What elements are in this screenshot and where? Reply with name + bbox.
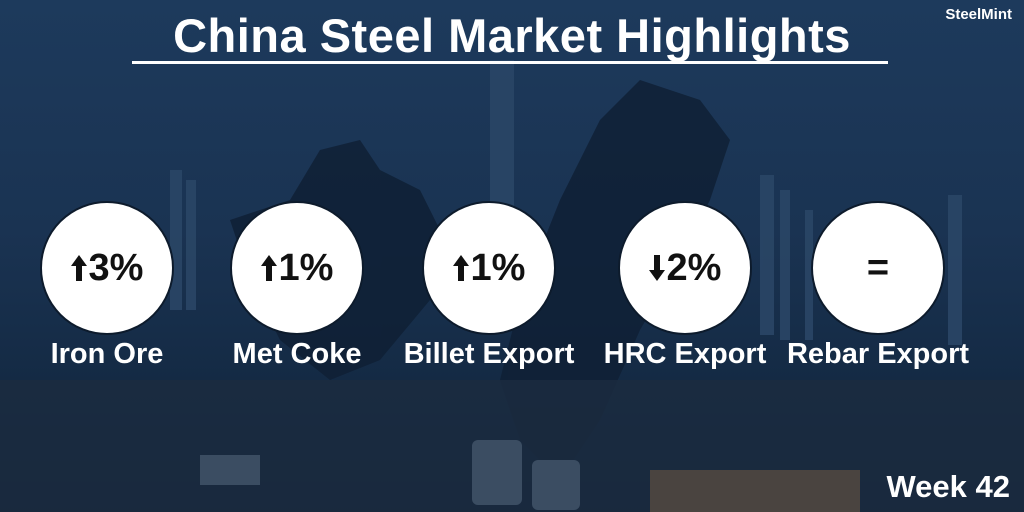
indicator-circle: 3% — [40, 201, 174, 335]
change-value: = — [866, 246, 890, 289]
change-value: 3% — [88, 246, 144, 289]
indicator-circle: 1% — [230, 201, 364, 335]
item-label: Met Coke — [232, 338, 362, 370]
arrow-up — [452, 255, 469, 281]
title: China Steel Market Highlights — [173, 9, 851, 62]
item-label: Billet Export — [403, 338, 575, 370]
change-value: 2% — [666, 246, 722, 289]
arrow-up — [260, 255, 277, 281]
change-value: 1% — [278, 246, 334, 289]
arrow-shape — [452, 255, 469, 281]
item-label: Iron Ore — [50, 338, 164, 370]
week: Week 42 — [886, 469, 1010, 504]
indicator-circle: 2% — [618, 201, 752, 335]
arrow-down — [648, 255, 665, 281]
indicator-circle: 1% — [422, 201, 556, 335]
arrow-shape — [648, 255, 665, 281]
arrow-shape — [260, 255, 277, 281]
change-value: 1% — [470, 246, 526, 289]
arrow-up — [70, 255, 87, 281]
arrow-shape — [70, 255, 87, 281]
logo: SteelMint — [945, 6, 1012, 23]
title-underline — [132, 61, 888, 64]
item-label: Rebar Export — [786, 338, 970, 370]
item-label: HRC Export — [603, 338, 767, 370]
indicator-circle: = — [811, 201, 945, 335]
